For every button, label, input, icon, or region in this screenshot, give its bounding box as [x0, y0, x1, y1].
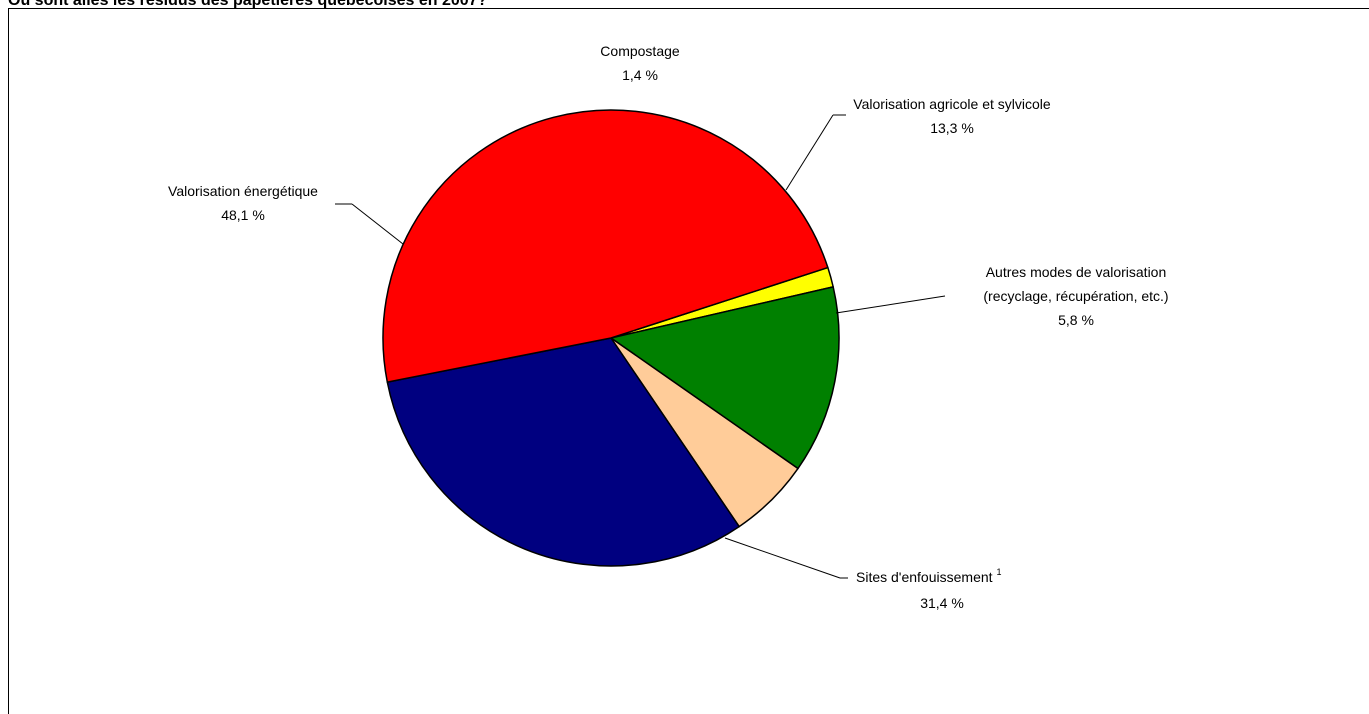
slice-name-energetique: Valorisation énergétique — [168, 183, 318, 199]
slice-label-energetique: Valorisation énergétique 48,1 % — [168, 183, 404, 245]
slice-name-enfouissement: Sites d'enfouissement 1 — [856, 567, 1002, 585]
slice-name-autres-line2: (recyclage, récupération, etc.) — [983, 288, 1168, 304]
chart-title: Où sont allés les résidus des papetières… — [8, 0, 488, 9]
slice-value-agricole: 13,3 % — [930, 120, 974, 136]
leader-line-autres — [835, 295, 946, 314]
footnote-superscript: 1 — [997, 567, 1002, 577]
slice-name-enfouissement-text: Sites d'enfouissement — [856, 569, 993, 585]
slice-label-compostage: Compostage 1,4 % — [600, 43, 680, 83]
leader-line-enfouissement — [724, 537, 841, 579]
chart-frame — [8, 8, 1369, 714]
slice-name-autres: Autres modes de valorisation — [986, 264, 1167, 280]
pie-slice-energetique — [382, 109, 829, 383]
slice-name-agricole: Valorisation agricole et sylvicole — [853, 96, 1051, 112]
slice-value-enfouissement: 31,4 % — [920, 595, 964, 611]
slice-value-compostage: 1,4 % — [622, 67, 658, 83]
pie-slice-enfouissement — [386, 337, 740, 567]
slice-value-autres: 5,8 % — [1058, 312, 1094, 328]
slice-label-enfouissement: Sites d'enfouissement 1 31,4 % — [724, 537, 1002, 611]
slice-label-agricole: Valorisation agricole et sylvicole 13,3 … — [785, 96, 1051, 191]
leader-line-agricole — [785, 114, 834, 191]
slice-name-compostage: Compostage — [600, 43, 680, 59]
slice-value-energetique: 48,1 % — [221, 207, 265, 223]
leader-line-energetique — [351, 203, 404, 245]
pie-slice-agricole — [610, 286, 840, 470]
slice-label-autres: Autres modes de valorisation (recyclage,… — [835, 264, 1169, 328]
pie-slices — [382, 109, 840, 567]
